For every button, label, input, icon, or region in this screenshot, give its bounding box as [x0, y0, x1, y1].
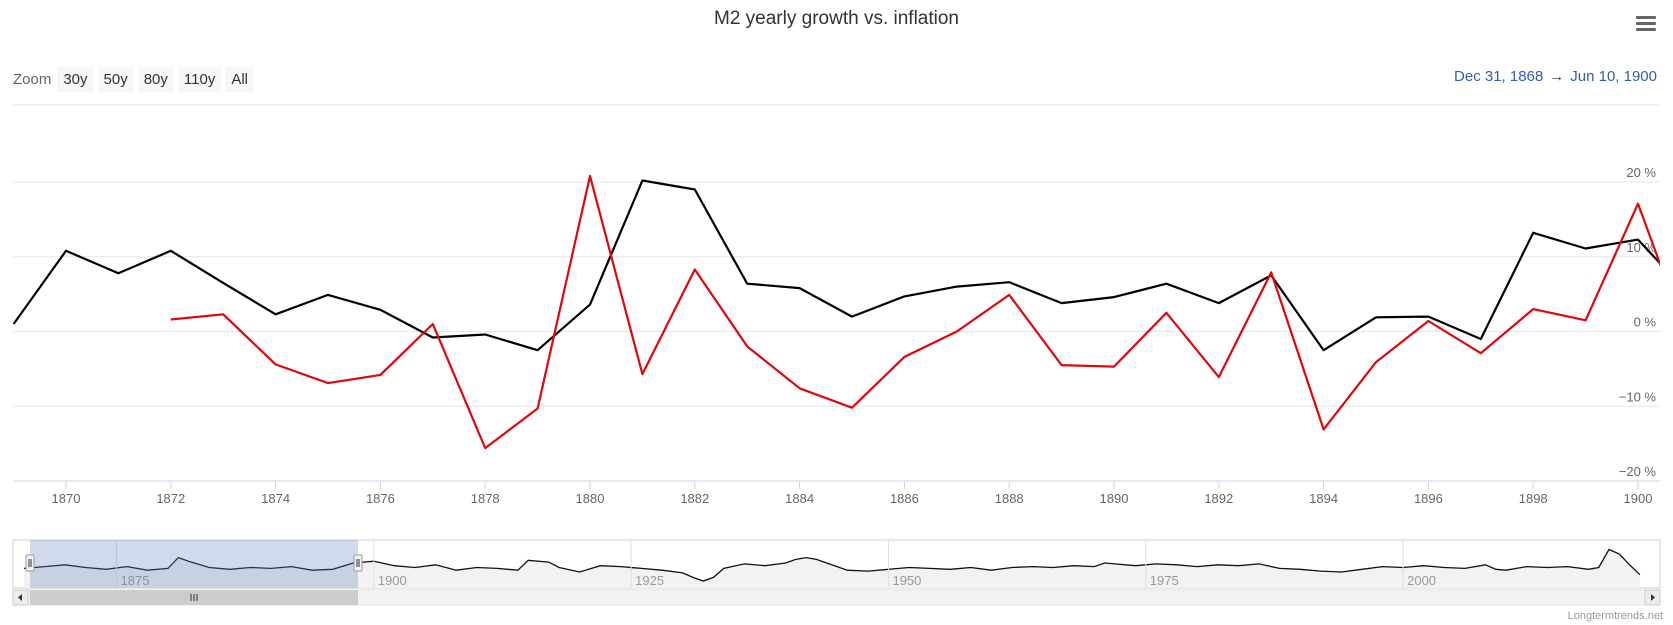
navigator-tick-label: 1975 [1150, 573, 1179, 588]
y-tick-label: −10 % [1619, 389, 1657, 404]
x-tick-label: 1878 [471, 491, 500, 506]
x-tick-label: 1876 [366, 491, 395, 506]
navigator-tick-label: 1875 [121, 573, 150, 588]
navigator-selected-range[interactable] [30, 540, 358, 588]
navigator-tick-label: 2000 [1407, 573, 1436, 588]
x-tick-label: 1870 [52, 491, 81, 506]
x-tick-label: 1896 [1414, 491, 1443, 506]
zoom-80y-button[interactable]: 80y [137, 66, 174, 92]
zoom-30y-button[interactable]: 30y [57, 66, 94, 92]
navigator-tick-label: 1950 [892, 573, 921, 588]
x-tick-label: 1898 [1519, 491, 1548, 506]
hamburger-menu-icon[interactable] [1636, 16, 1656, 34]
zoom-50y-button[interactable]: 50y [97, 66, 134, 92]
x-tick-label: 1892 [1204, 491, 1233, 506]
navigator-left-handle[interactable] [25, 554, 35, 572]
x-tick-label: 1872 [156, 491, 185, 506]
x-tick-label: 1888 [995, 491, 1024, 506]
x-tick-label: 1894 [1309, 491, 1338, 506]
range-from[interactable]: Dec 31, 1868 [1454, 68, 1544, 85]
range-to[interactable]: Jun 10, 1900 [1570, 68, 1657, 85]
x-tick-label: 1884 [785, 491, 814, 506]
x-tick-label: 1900 [1624, 491, 1653, 506]
navigator-right-handle[interactable] [353, 554, 363, 572]
navigator-area [23, 549, 1640, 588]
series-line-red[interactable] [170, 174, 1662, 450]
date-range-display: Dec 31, 1868 → Jun 10, 1900 [1454, 68, 1657, 85]
zoom-selector: Zoom 30y 50y 80y 110y All [13, 66, 258, 92]
x-tick-label: 1880 [576, 491, 605, 506]
range-arrow: → [1549, 68, 1565, 85]
x-tick-label: 1882 [680, 491, 709, 506]
x-tick-label: 1890 [1100, 491, 1129, 506]
y-tick-label: 0 % [1634, 315, 1657, 330]
series-line-black[interactable] [13, 179, 1662, 352]
y-tick-label: −20 % [1619, 464, 1657, 479]
chart-title: M2 yearly growth vs. inflation [714, 8, 959, 29]
x-tick-label: 1874 [261, 491, 290, 506]
x-tick-label: 1886 [890, 491, 919, 506]
zoom-110y-button[interactable]: 110y [177, 66, 222, 92]
arrow-left-icon [18, 594, 22, 601]
credits-link[interactable]: Longtermtrends.net [1567, 610, 1663, 622]
zoom-all-button[interactable]: All [225, 66, 254, 92]
navigator-tick-label: 1900 [378, 573, 407, 588]
navigator-tick-label: 1925 [635, 573, 664, 588]
arrow-right-icon [1651, 594, 1655, 601]
y-tick-label: 20 % [1626, 165, 1656, 180]
zoom-label: Zoom [13, 70, 52, 88]
